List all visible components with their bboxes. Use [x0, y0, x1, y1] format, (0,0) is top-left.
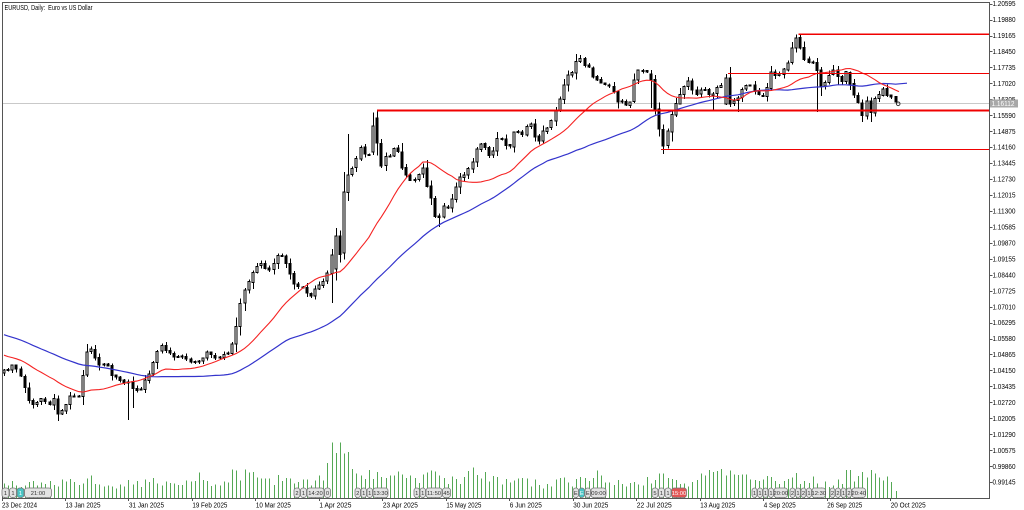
svg-text:E: E: [586, 491, 590, 497]
svg-text:2: 2: [836, 491, 839, 497]
svg-text:2: 2: [831, 491, 834, 497]
svg-text:1.08440: 1.08440: [993, 270, 1016, 279]
svg-text:E: E: [580, 491, 584, 497]
svg-text:1: 1: [362, 491, 365, 497]
svg-text:1: 1: [666, 491, 669, 497]
svg-text:20 Oct 2025: 20 Oct 2025: [891, 501, 926, 510]
svg-text:1.09155: 1.09155: [993, 254, 1016, 263]
svg-text:22 Jul 2025: 22 Jul 2025: [637, 501, 672, 510]
svg-text:1.19165: 1.19165: [993, 31, 1016, 40]
svg-text:12:30: 12:30: [812, 491, 827, 497]
svg-text:1: 1: [368, 491, 371, 497]
svg-text:1: 1: [19, 491, 22, 497]
svg-text:1.14875: 1.14875: [993, 127, 1016, 136]
svg-text:1.02005: 1.02005: [993, 414, 1016, 423]
svg-text:1.16305: 1.16305: [993, 95, 1016, 104]
svg-text:1.01290: 1.01290: [993, 430, 1016, 439]
svg-text:15 May 2025: 15 May 2025: [446, 501, 481, 510]
svg-text:19 Feb 2025: 19 Feb 2025: [192, 501, 227, 510]
svg-text:23 Apr 2025: 23 Apr 2025: [383, 501, 418, 510]
svg-text:6 Jun 2025: 6 Jun 2025: [510, 501, 542, 510]
svg-text:31 Jan 2025: 31 Jan 2025: [129, 501, 164, 510]
svg-text:1.06295: 1.06295: [993, 318, 1016, 327]
svg-text:1.12730: 1.12730: [993, 175, 1016, 184]
svg-text:14:20: 14:20: [308, 491, 323, 497]
svg-text:1.07010: 1.07010: [993, 302, 1016, 311]
svg-text:1.00575: 1.00575: [993, 446, 1016, 455]
svg-text:1: 1: [302, 491, 305, 497]
svg-text:1: 1: [807, 491, 810, 497]
svg-text:0.99860: 0.99860: [993, 462, 1016, 471]
svg-text:1: 1: [11, 491, 14, 497]
svg-text:1: 1: [753, 491, 756, 497]
svg-text:09:00: 09:00: [591, 491, 606, 497]
svg-text:1: 1: [4, 491, 7, 497]
svg-text:1.20595: 1.20595: [993, 0, 1016, 8]
svg-text:20:40: 20:40: [852, 491, 867, 497]
svg-text:1: 1: [764, 491, 767, 497]
svg-text:2: 2: [847, 491, 850, 497]
svg-text:1.04865: 1.04865: [993, 350, 1016, 359]
svg-text:26 Sep 2025: 26 Sep 2025: [827, 501, 862, 510]
svg-text:1: 1: [421, 491, 424, 497]
svg-text:1: 1: [769, 491, 772, 497]
svg-text:1: 1: [660, 491, 663, 497]
svg-text:13:30: 13:30: [373, 491, 388, 497]
svg-text:2: 2: [791, 491, 794, 497]
svg-text:13 Aug 2025: 13 Aug 2025: [700, 501, 735, 510]
svg-text:1: 1: [796, 491, 799, 497]
svg-text:21:00: 21:00: [31, 491, 46, 497]
svg-text:23 Dec 2024: 23 Dec 2024: [2, 501, 37, 510]
svg-text:1.15590: 1.15590: [993, 111, 1016, 120]
svg-text:1: 1: [415, 491, 418, 497]
svg-text:4 Sep 2025: 4 Sep 2025: [764, 501, 796, 510]
svg-text:11:50: 11:50: [427, 491, 441, 497]
svg-text:5: 5: [653, 491, 656, 497]
svg-text:10 Mar 2025: 10 Mar 2025: [256, 501, 291, 510]
svg-text:20:00: 20:00: [774, 491, 789, 497]
svg-text:1.05580: 1.05580: [993, 334, 1016, 343]
svg-text:1: 1: [842, 491, 845, 497]
svg-text:1.07725: 1.07725: [993, 286, 1016, 295]
svg-text:1.12015: 1.12015: [993, 191, 1016, 200]
svg-text:1: 1: [758, 491, 761, 497]
svg-text:1.16112: 1.16112: [992, 101, 1015, 108]
svg-text:1.04150: 1.04150: [993, 366, 1016, 375]
svg-text:15:00: 15:00: [672, 491, 687, 497]
svg-text:1.14160: 1.14160: [993, 143, 1016, 152]
svg-text:1.19880: 1.19880: [993, 15, 1016, 24]
svg-text:2: 2: [356, 491, 359, 497]
svg-text:1.09870: 1.09870: [993, 238, 1016, 247]
svg-text:1.17735: 1.17735: [993, 63, 1016, 72]
svg-text:0: 0: [326, 491, 329, 497]
svg-text:1.11300: 1.11300: [993, 207, 1016, 216]
svg-text:1 Apr 2025: 1 Apr 2025: [319, 501, 351, 510]
svg-text:13 Jan 2025: 13 Jan 2025: [66, 501, 101, 510]
svg-text:30 Jun 2025: 30 Jun 2025: [573, 501, 608, 510]
svg-text:1.18450: 1.18450: [993, 47, 1016, 56]
svg-text:E: E: [574, 491, 578, 497]
svg-text:EURUSD, Daily: Euro vs US Dol: EURUSD, Daily: Euro vs US Dollar: [5, 3, 93, 12]
svg-text:1.13445: 1.13445: [993, 159, 1016, 168]
svg-text:1.10585: 1.10585: [993, 223, 1016, 232]
svg-text:1.03435: 1.03435: [993, 382, 1016, 391]
svg-text:0.99145: 0.99145: [993, 478, 1016, 487]
svg-text:2: 2: [802, 491, 805, 497]
svg-text:1.02720: 1.02720: [993, 398, 1016, 407]
svg-text:2: 2: [295, 491, 298, 497]
svg-text:1.17020: 1.17020: [993, 79, 1016, 88]
svg-text:45: 45: [443, 491, 449, 497]
